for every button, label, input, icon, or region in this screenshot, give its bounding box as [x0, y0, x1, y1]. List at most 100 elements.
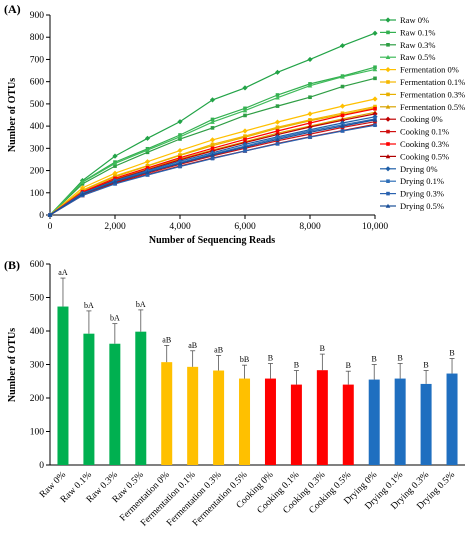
data-point — [242, 144, 248, 150]
panel-b-y-tick-label: 100 — [30, 428, 45, 438]
data-point — [373, 106, 377, 111]
panel-a-x-tick-label: 6,000 — [234, 222, 256, 232]
data-point — [242, 108, 248, 113]
data-point — [113, 182, 117, 186]
series-4 — [47, 96, 378, 218]
data-point — [144, 159, 151, 165]
bar — [394, 378, 406, 465]
panel-a-y-tick-label: 600 — [30, 78, 45, 88]
legend-marker — [386, 30, 390, 35]
series-13 — [48, 117, 377, 217]
data-point — [177, 134, 183, 139]
data-point — [274, 69, 281, 75]
data-point — [243, 113, 247, 118]
significance-letter: aB — [162, 335, 171, 344]
panel-b-y-tick-label: 200 — [30, 394, 45, 404]
data-point — [178, 164, 182, 169]
data-point — [307, 111, 313, 117]
legend-label: Cooking 0% — [400, 114, 443, 124]
bar — [57, 306, 69, 465]
bar — [446, 373, 458, 465]
data-point — [340, 129, 345, 133]
panel-a-y-ticks: 0 100 200 300 400 500 600 700 800 900 — [30, 11, 50, 221]
data-point — [275, 95, 280, 100]
data-point — [47, 212, 53, 217]
data-point — [274, 119, 281, 125]
panel-a-y-tick-label: 400 — [30, 122, 45, 132]
series-14 — [48, 123, 377, 217]
panel-a-y-tick-label: 300 — [30, 144, 45, 154]
panel-a-y-tick-label: 700 — [30, 55, 45, 65]
data-point — [177, 147, 183, 154]
bar — [342, 384, 354, 465]
legend-label: Raw 0.3% — [400, 40, 435, 50]
bar-group: B — [368, 355, 380, 465]
data-point — [340, 74, 345, 79]
data-point — [144, 135, 151, 141]
data-point — [112, 179, 118, 184]
panel-b-y-tick-label: 600 — [30, 260, 45, 270]
data-point — [308, 95, 312, 100]
data-point — [209, 137, 216, 143]
data-point — [372, 96, 378, 102]
bar — [290, 384, 302, 465]
panel-b-y-tick-label: 400 — [30, 327, 45, 337]
data-point — [80, 191, 85, 196]
bar-group: B — [264, 353, 276, 465]
data-point — [307, 124, 313, 130]
data-point — [145, 170, 150, 175]
panel-b-y-tick-label: 500 — [30, 294, 45, 304]
data-point — [80, 179, 85, 184]
panel-a-y-tick-label: 900 — [30, 11, 45, 21]
data-point — [210, 126, 215, 130]
data-point — [210, 117, 215, 122]
data-point — [340, 113, 345, 118]
data-point — [210, 156, 215, 161]
panel-b-bars: aA bA bA bA aB aB aB bB B B B B B B B B — [57, 268, 458, 465]
legend-label: Raw 0.5% — [400, 52, 435, 62]
bar-group: B — [316, 344, 328, 465]
legend-marker — [385, 154, 391, 159]
series-line — [49, 116, 376, 216]
legend-label: Fermentation 0% — [400, 65, 459, 75]
significance-letter: B — [397, 353, 402, 362]
legend-marker — [386, 179, 390, 183]
panel-a-legend: Raw 0% Raw 0.1% Raw 0.3% Raw 0.5% Fermentati… — [380, 15, 465, 211]
bar-group: bA — [135, 300, 147, 465]
data-point — [210, 146, 215, 151]
data-point — [372, 111, 378, 117]
significance-letter: aA — [58, 268, 68, 277]
panel-a-x-tick-label: 4,000 — [169, 222, 191, 232]
bar — [109, 343, 121, 465]
legend-label: Drying 0.5% — [400, 201, 444, 211]
data-point — [307, 56, 313, 63]
data-point — [178, 155, 182, 160]
data-point — [79, 185, 86, 191]
data-point — [275, 142, 280, 146]
data-point — [243, 135, 247, 140]
bar-group: B — [446, 348, 458, 465]
panel-b-y-tick-label: 0 — [39, 461, 44, 471]
legend-marker — [385, 67, 391, 73]
legend-marker — [386, 80, 390, 84]
data-point — [177, 161, 183, 166]
legend-marker — [385, 116, 391, 122]
significance-letter: aB — [188, 341, 197, 350]
data-point — [275, 137, 280, 142]
panel-a-y-tick-label: 100 — [30, 189, 45, 199]
data-point — [145, 147, 150, 152]
panel-b-label: (B) — [4, 258, 20, 272]
data-point — [210, 152, 215, 157]
data-point — [372, 67, 378, 72]
legend-label: Cooking 0.3% — [400, 139, 449, 149]
bar-group: aB — [161, 335, 173, 465]
bar-group: B — [420, 361, 432, 465]
data-point — [209, 97, 216, 103]
panel-b-y-tick-label: 300 — [30, 361, 45, 371]
data-point — [242, 128, 248, 134]
panel-b-y-ticks: 0 100 200 300 400 500 600 — [30, 260, 50, 471]
legend-marker — [385, 54, 391, 59]
legend-label: Drying 0.3% — [400, 189, 444, 199]
panel-b-y-axis-title: Number of OTUs — [7, 328, 18, 402]
